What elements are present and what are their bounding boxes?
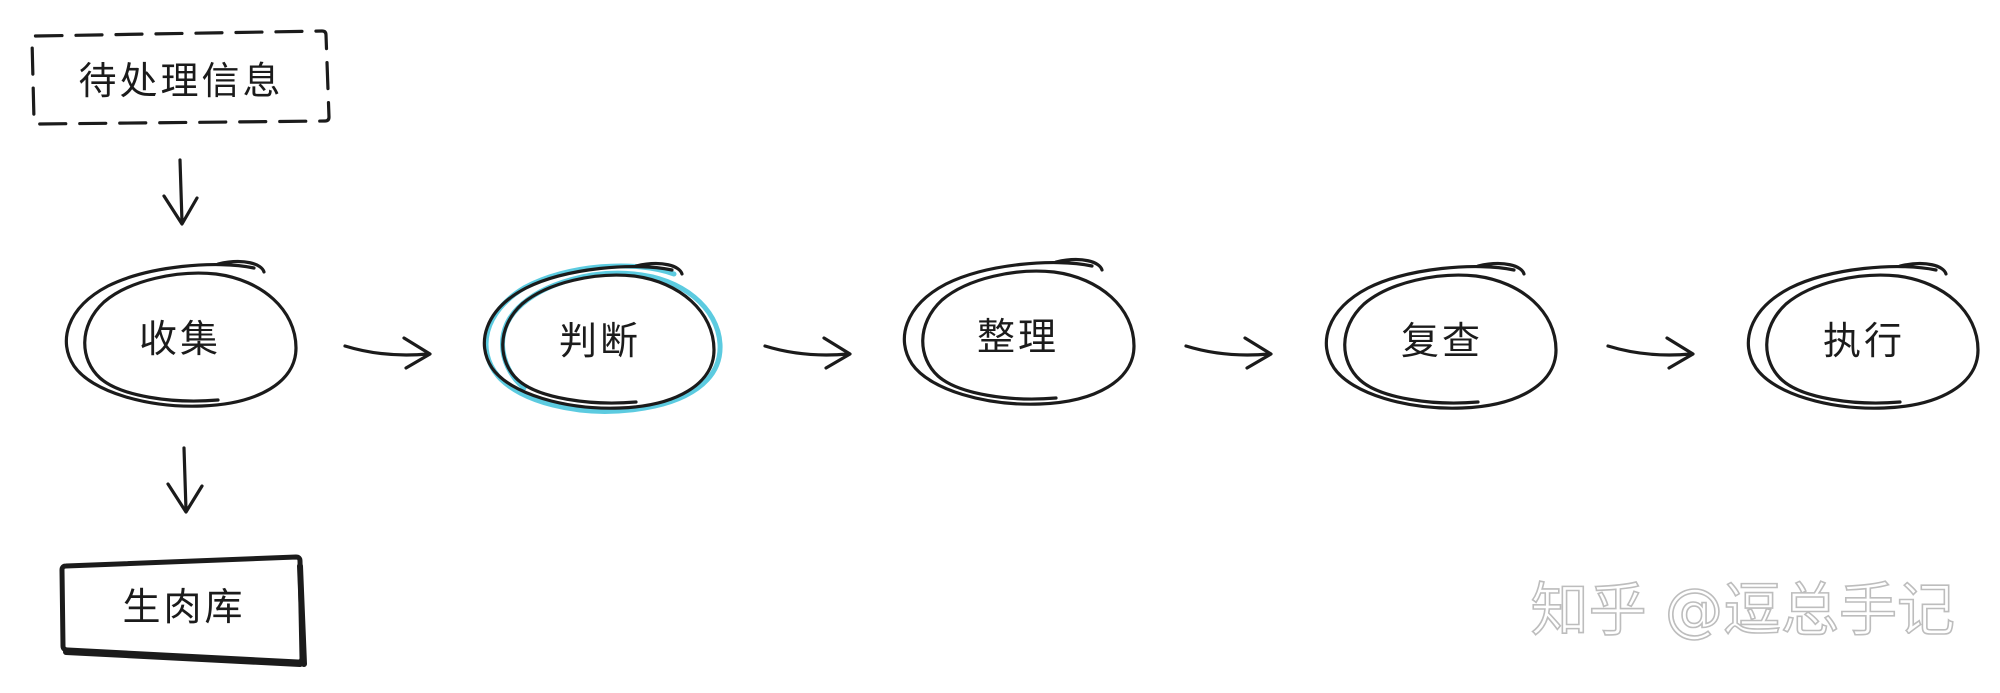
stage-organize-loop-outer xyxy=(902,260,1136,406)
stage-review: 复查 xyxy=(1324,261,1558,410)
arrow-collect-to-judge xyxy=(343,336,432,370)
stage-review-label: 复查 xyxy=(1401,319,1483,363)
source-box-label: 待处理信息 xyxy=(78,59,283,103)
stage-organize-label: 整理 xyxy=(977,315,1059,359)
stage-judge: 判断 xyxy=(482,261,723,414)
source-box-border xyxy=(30,29,331,126)
stage-judge-label: 判断 xyxy=(559,319,641,363)
arrow-source-to-collect xyxy=(162,158,199,226)
source-box: 待处理信息 xyxy=(30,29,331,126)
stage-organize-loop-inner xyxy=(1054,257,1104,272)
arrow-collect-to-store xyxy=(166,446,204,514)
stage-execute-loop-inner xyxy=(1898,261,1948,276)
store-box-label: 生肉库 xyxy=(122,585,245,629)
stage-execute-label: 执行 xyxy=(1823,319,1905,363)
arrow-organize-to-review xyxy=(1184,336,1273,370)
arrow-judge-to-organize xyxy=(763,336,852,370)
stage-organize: 整理 xyxy=(902,257,1136,406)
stage-review-loop-inner xyxy=(1476,261,1526,276)
watermark-text: 知乎 @逗总手记 xyxy=(1531,576,1955,644)
stage-execute-loop-outer xyxy=(1746,264,1980,410)
store-box-shadow-edge xyxy=(63,563,307,667)
stage-judge-loop-outer xyxy=(482,264,716,410)
stage-judge-loop-inner xyxy=(634,261,684,276)
stage-execute: 执行 xyxy=(1746,261,1980,410)
stage-collect-loop-outer xyxy=(64,262,298,408)
stage-review-loop-outer xyxy=(1324,264,1558,410)
arrow-review-to-execute xyxy=(1606,336,1695,370)
stage-collect-label: 收集 xyxy=(139,317,221,361)
store-box: 生肉库 xyxy=(59,554,307,667)
stage-collect-loop-inner xyxy=(216,259,266,274)
stage-collect: 收集 xyxy=(64,259,298,408)
